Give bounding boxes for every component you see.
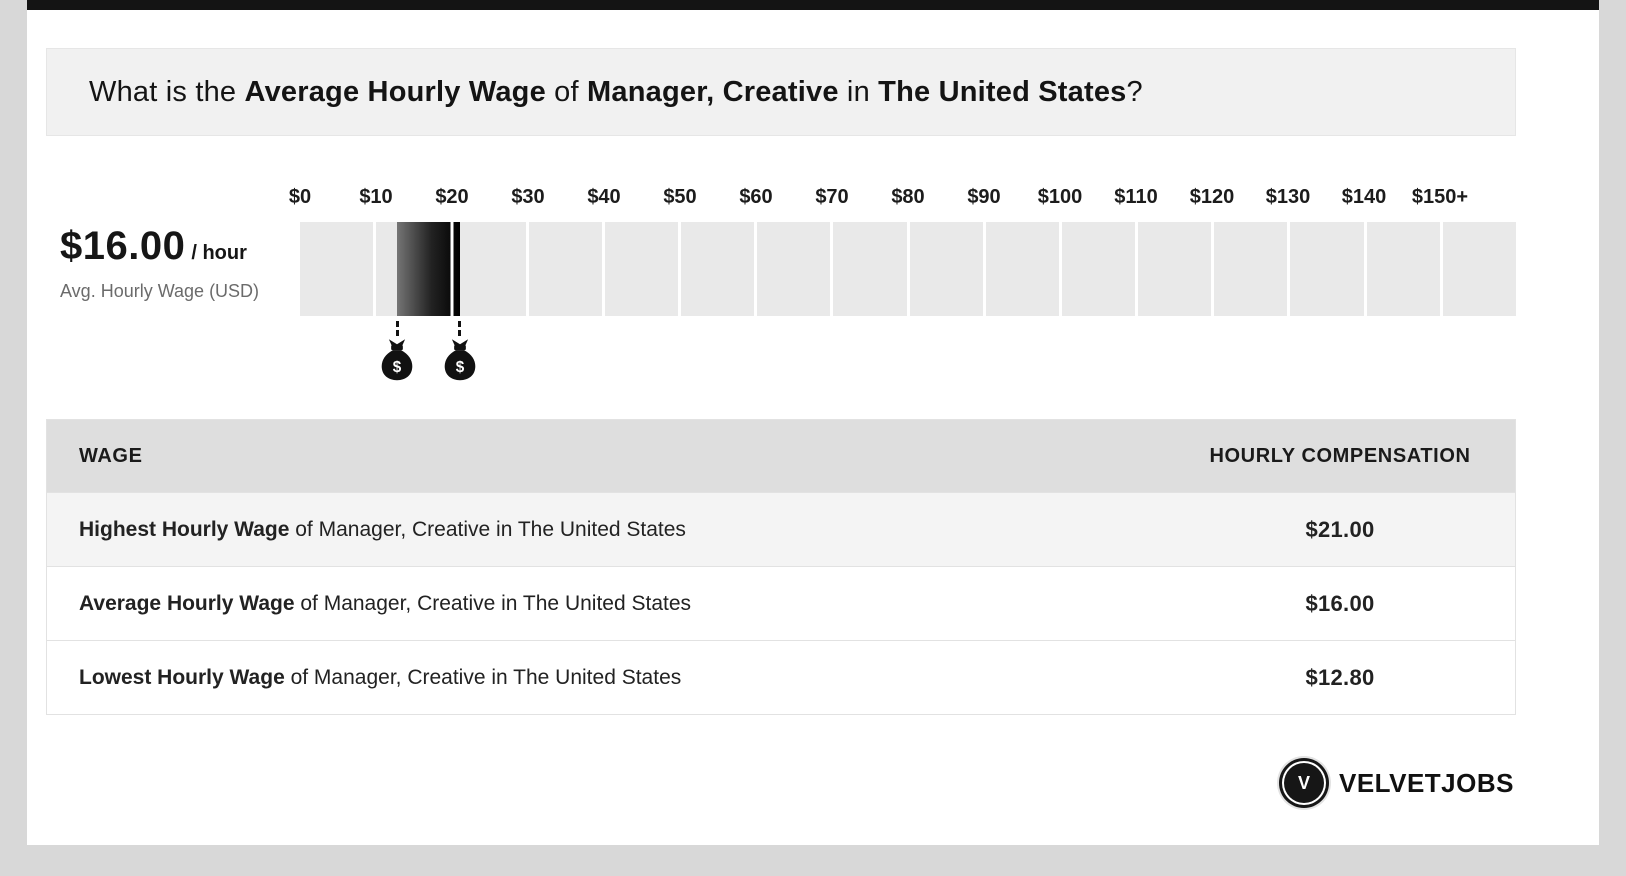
title-text-part: What is the (89, 75, 245, 108)
average-wage-stat: $16.00/ hour Avg. Hourly Wage (USD) (46, 186, 300, 394)
wage-column-header: WAGE (79, 444, 143, 467)
axis-tick-label: $20 (435, 186, 469, 208)
axis-tick-label: $100 (1037, 186, 1083, 208)
scale-segment (1290, 222, 1364, 316)
table-row-highest: Highest Hourly Wage of Manager, Creative… (47, 492, 1515, 566)
markers: $ $ (300, 316, 1516, 394)
question-banner: What is the Average Hourly Wage of Manag… (46, 48, 1516, 136)
segment-gap-line (450, 222, 454, 316)
content: What is the Average Hourly Wage of Manag… (46, 10, 1516, 811)
scale-segment (452, 222, 526, 316)
axis-tick-label: $110 (1114, 186, 1158, 208)
title-text-bold: Manager, Creative (587, 75, 839, 108)
card: What is the Average Hourly Wage of Manag… (27, 0, 1599, 845)
svg-text:$: $ (455, 359, 464, 376)
svg-text:$: $ (393, 359, 402, 376)
scale-segment (1061, 222, 1136, 316)
chart-area: $0 $10 $20 $30 $40 $50 $60 $70 $80 $90 $100 $110 $12… (289, 186, 1516, 394)
scale-segment (1442, 222, 1516, 316)
wage-row-label-rest: of Manager, Creative in The United State… (284, 665, 682, 689)
wage-row-label-bold: Average Hourly Wage (79, 591, 295, 615)
wage-table: WAGE HOURLY COMPENSATION Highest Hourly … (46, 419, 1516, 715)
table-row-lowest: Lowest Hourly Wage of Manager, Creative … (47, 640, 1515, 714)
title-text-part: ? (1126, 75, 1143, 108)
scale-segment (833, 222, 907, 316)
axis-tick-label: $70 (815, 186, 849, 208)
velvetjobs-logo-text[interactable]: VELVETJOBS (1338, 767, 1514, 798)
wage-row-label-bold: Highest Hourly Wage (79, 517, 290, 541)
axis-tick-label: $150+ (1411, 186, 1469, 208)
compensation-column-header: HOURLY COMPENSATION (1209, 444, 1471, 467)
scale-track (300, 222, 1516, 316)
velvetjobs-logo-icon[interactable]: V (1283, 763, 1324, 803)
axis-tick-label: $90 (967, 186, 1001, 208)
average-wage-amount: $16.00 (60, 224, 186, 268)
axis-tick-label: $140 (1341, 186, 1387, 208)
axis-ticks: $0 $10 $20 $30 $40 $50 $60 $70 $80 $90 $100 $110 $12… (289, 186, 1516, 222)
scale-segment (680, 222, 755, 316)
wage-row-value: $21.00 (1305, 516, 1375, 542)
lowest-wage-marker: $ (379, 316, 415, 381)
axis-tick-label: $10 (359, 186, 393, 208)
wage-row-value: $12.80 (1305, 664, 1375, 690)
axis-tick-label: $120 (1189, 186, 1235, 208)
marker-dash-line (458, 321, 462, 336)
wage-table-header: WAGE HOURLY COMPENSATION (47, 420, 1515, 492)
average-wage-caption: Avg. Hourly Wage (USD) (60, 281, 260, 301)
footer: V VELVETJOBS (46, 755, 1516, 811)
title-text-bold: The United States (878, 75, 1127, 108)
per-hour-label: / hour (191, 242, 247, 264)
table-row-average: Average Hourly Wage of Manager, Creative… (47, 566, 1515, 640)
title-text-bold: Average Hourly Wage (244, 75, 546, 108)
wage-row-label-rest: of Manager, Creative in The United State… (294, 591, 692, 615)
average-wage-main: $16.00/ hour (60, 224, 300, 269)
scale-segment (1214, 222, 1288, 316)
wage-row-label-bold: Lowest Hourly Wage (79, 665, 285, 689)
axis-tick-label: $60 (739, 186, 773, 208)
scale-segment (604, 222, 678, 316)
axis-tick-label: $50 (663, 186, 697, 208)
axis-tick-label: $0 (288, 186, 312, 208)
title-text-part: of (545, 75, 588, 108)
money-bag-icon: $ (381, 339, 413, 381)
money-bag-icon: $ (444, 339, 475, 381)
wage-row-label-rest: of Manager, Creative in The United State… (289, 517, 686, 541)
wage-range-bar (397, 222, 460, 316)
wage-row-label: Highest Hourly Wage of Manager, Creative… (47, 518, 1165, 542)
logo-letter: V (1297, 772, 1310, 793)
wage-scale-chart: $16.00/ hour Avg. Hourly Wage (USD) $0 $1… (46, 186, 1516, 394)
scale-segment (1138, 222, 1212, 316)
page-title: What is the Average Hourly Wage of Manag… (89, 76, 1143, 109)
scale-segment (985, 222, 1059, 316)
scale-segment (1366, 222, 1440, 316)
scale-segment (300, 222, 374, 316)
wage-row-label: Lowest Hourly Wage of Manager, Creative … (47, 666, 1165, 690)
axis-tick-label: $130 (1265, 186, 1311, 208)
marker-dash-line (395, 321, 399, 336)
wage-row-label: Average Hourly Wage of Manager, Creative… (47, 592, 1165, 616)
scale-segment (757, 222, 831, 316)
highest-wage-marker: $ (442, 316, 478, 381)
axis-tick-label: $40 (587, 186, 621, 208)
axis-tick-label: $30 (511, 186, 545, 208)
scale-segment (528, 222, 602, 316)
wage-row-value: $16.00 (1305, 590, 1375, 616)
scale-segment (909, 222, 983, 316)
axis-tick-label: $80 (891, 186, 925, 208)
title-text-part: in (838, 75, 879, 108)
